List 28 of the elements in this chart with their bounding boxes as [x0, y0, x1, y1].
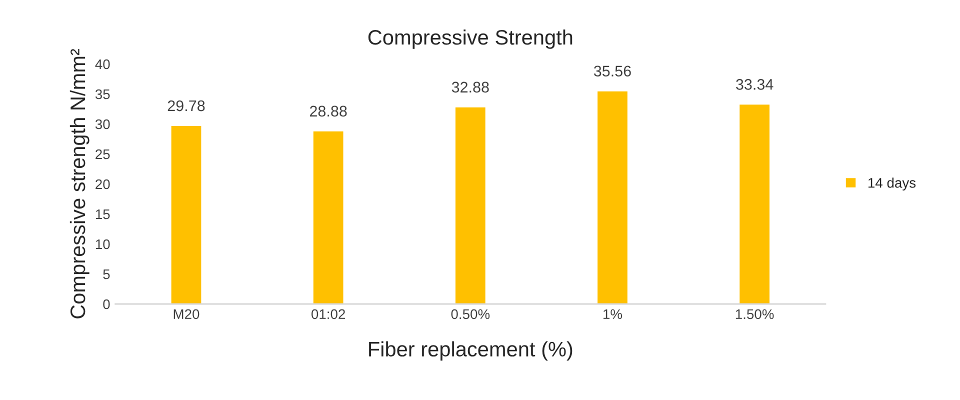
- y-tick-label: 5: [103, 269, 110, 280]
- y-axis-title: Compressive strength N/mm²: [70, 48, 90, 318]
- y-tick-label: 20: [96, 179, 110, 190]
- data-label: 32.88: [452, 82, 489, 93]
- bar: [170, 124, 203, 304]
- x-axis-title: Fiber replacement (%): [369, 341, 572, 361]
- y-tick-label: 30: [95, 119, 110, 130]
- chart-title: Compressive Strength: [368, 29, 572, 49]
- y-tick-label: 40: [95, 59, 110, 70]
- y-tick-label: 25: [96, 149, 110, 160]
- x-tick-label: 0.50%: [451, 309, 490, 320]
- x-tick-label: 1.50%: [736, 309, 774, 320]
- y-tick-label: 10: [96, 239, 110, 250]
- data-label: 29.78: [168, 100, 205, 112]
- x-tick-label: 01:02: [311, 309, 345, 320]
- data-label: 33.34: [736, 79, 774, 90]
- y-tick-label: 15: [96, 209, 110, 220]
- data-label: 28.88: [310, 106, 347, 117]
- bar: [596, 90, 629, 304]
- x-tick-label: 1%: [604, 309, 622, 320]
- y-tick-label: 35: [95, 89, 110, 100]
- legend-label: 14 days: [868, 178, 916, 191]
- bar: [738, 103, 771, 304]
- bar: [454, 106, 487, 304]
- bar: [312, 130, 345, 304]
- x-tick-label: M20: [174, 309, 200, 320]
- y-tick-label: 0: [103, 299, 110, 310]
- data-label: 35.56: [594, 66, 631, 77]
